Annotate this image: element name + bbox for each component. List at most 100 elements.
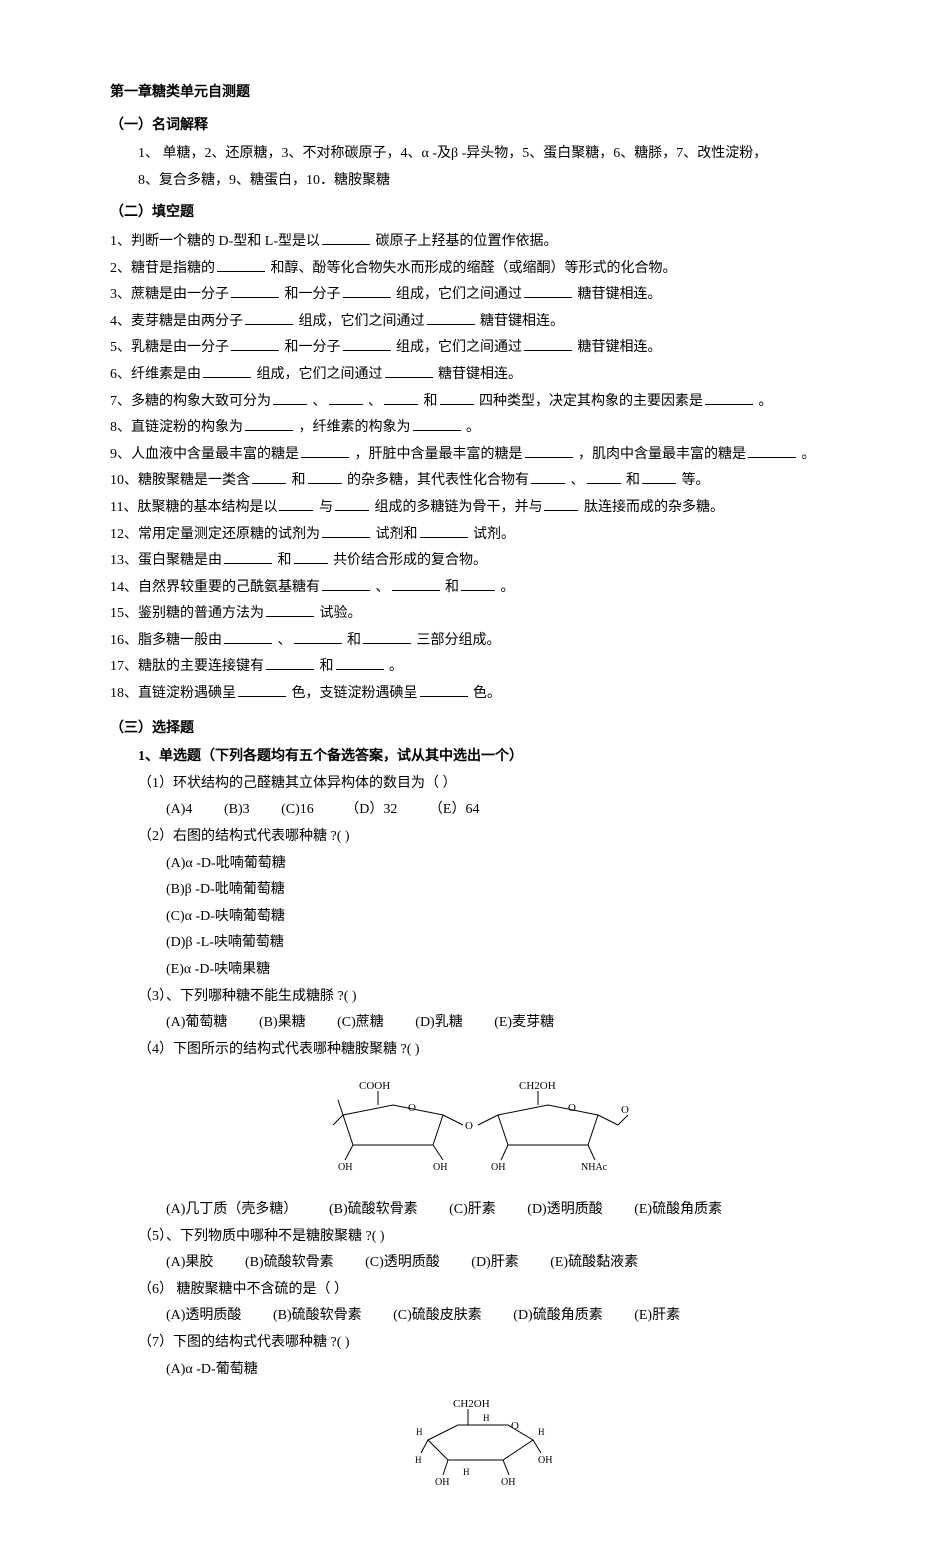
q5-d: 糖苷键相连。 <box>578 340 662 355</box>
mc-q4-a: (A)几丁质（壳多糖） <box>166 1202 297 1217</box>
q10-d: 、 <box>571 473 585 488</box>
q2-a: 2、糖苷是指糖的 <box>110 261 215 276</box>
chapter-title: 第一章糖类单元自测题 <box>110 80 835 107</box>
q17-a: 17、糖肽的主要连接键有 <box>110 659 264 674</box>
fig2-oh1: OH <box>435 1477 449 1488</box>
fig2-h1: H <box>415 1455 422 1465</box>
mc-q5-b: (B)硫酸软骨素 <box>245 1255 334 1270</box>
q7-b: 、 <box>313 394 327 409</box>
q18-a: 18、直链淀粉遇碘呈 <box>110 686 236 701</box>
q11-c: 组成的多糖链为骨干，并与 <box>374 500 542 515</box>
q5-c: 组成，它们之间通过 <box>396 340 522 355</box>
fig2-oh2: OH <box>501 1477 515 1488</box>
q7-a: 7、多糖的构象大致可分为 <box>110 394 271 409</box>
q13-c: 共价结合形成的复合物。 <box>333 553 487 568</box>
fig2-ch2oh: CH2OH <box>453 1398 490 1410</box>
mc-q3-b: (B)果糖 <box>259 1015 306 1030</box>
q18-b: 色，支链淀粉遇碘呈 <box>292 686 418 701</box>
mc-q4-b: (B)硫酸软骨素 <box>329 1202 418 1217</box>
mc-q2-d: (D)β -L-呋喃葡萄糖 <box>110 930 835 957</box>
q13-a: 13、蛋白聚糖是由 <box>110 553 222 568</box>
fill-q1: 1、判断一个糖的 D-型和 L-型是以 碳原子上羟基的位置作依据。 <box>110 229 835 256</box>
q10-a: 10、糖胺聚糖是一类含 <box>110 473 250 488</box>
section-2-heading: （二）填空题 <box>110 200 835 227</box>
mc-q1-e: （E）64 <box>429 802 480 817</box>
q17-b: 和 <box>320 659 334 674</box>
fill-q9: 9、人血液中含量最丰富的糖是 ，肝脏中含量最丰富的糖是 ，肌肉中含量最丰富的糖是… <box>110 442 835 469</box>
mc-q6-a: (A)透明质酸 <box>166 1308 241 1323</box>
q9-a: 9、人血液中含量最丰富的糖是 <box>110 447 299 462</box>
q11-a: 11、肽聚糖的基本结构是以 <box>110 500 277 515</box>
q10-e: 和 <box>626 473 640 488</box>
q4-c: 糖苷键相连。 <box>480 314 564 329</box>
mc-q4-c: (C)肝素 <box>449 1202 496 1217</box>
fill-q13: 13、蛋白聚糖是由 和 共价结合形成的复合物。 <box>110 548 835 575</box>
q6-b: 组成，它们之间通过 <box>257 367 383 382</box>
q9-c: ，肌肉中含量最丰富的糖是 <box>578 447 746 462</box>
chem-figure-2: CH2OH O H H OH H OH OH H H <box>110 1395 835 1501</box>
q1-b: 碳原子上羟基的位置作依据。 <box>376 234 558 249</box>
fill-q4: 4、麦芽糖是由两分子 组成，它们之间通过 糖苷键相连。 <box>110 309 835 336</box>
q3-a: 3、蔗糖是由一分子 <box>110 287 229 302</box>
q8-c: 。 <box>466 420 480 435</box>
q17-c: 。 <box>389 659 403 674</box>
q15-b: 试验。 <box>320 606 362 621</box>
q4-a: 4、麦芽糖是由两分子 <box>110 314 243 329</box>
fig1-o2: O <box>465 1120 473 1132</box>
q9-b: ，肝脏中含量最丰富的糖是 <box>355 447 523 462</box>
fill-q8: 8、直链淀粉的构象为 ，纤维素的构象为 。 <box>110 415 835 442</box>
fig1-o3: O <box>568 1102 576 1114</box>
q12-a: 12、常用定量测定还原糖的试剂为 <box>110 527 320 542</box>
fill-q11: 11、肽聚糖的基本结构是以 与 组成的多糖链为骨干，并与 肽连接而成的杂多糖。 <box>110 495 835 522</box>
mc-q3-a: (A)葡萄糖 <box>166 1015 227 1030</box>
q8-b: ，纤维素的构象为 <box>299 420 411 435</box>
mc-q2-a: (A)α -D-吡喃葡萄糖 <box>110 851 835 878</box>
fill-q15: 15、鉴别糖的普通方法为 试验。 <box>110 601 835 628</box>
fill-q5: 5、乳糖是由一分子 和一分子 组成，它们之间通过 糖苷键相连。 <box>110 335 835 362</box>
fig2-o: O <box>511 1420 519 1432</box>
mc-q5-options: (A)果胶 (B)硫酸软骨素 (C)透明质酸 (D)肝素 (E)硫酸黏液素 <box>110 1250 835 1277</box>
fig1-o1: O <box>408 1102 416 1114</box>
fig1-oh3: OH <box>491 1162 505 1173</box>
q7-e: 四种类型，决定其构象的主要因素是 <box>479 394 703 409</box>
sec1-line1: 1、 单糖，2、还原糖，3、不对称碳原子，4、α -及β -异头物，5、蛋白聚糖… <box>110 141 835 168</box>
fig2-h2: H <box>463 1467 470 1477</box>
q15-a: 15、鉴别糖的普通方法为 <box>110 606 264 621</box>
q14-c: 和 <box>445 580 459 595</box>
fig1-ch2oh: CH2OH <box>519 1080 556 1092</box>
q14-b: 、 <box>376 580 390 595</box>
mc-q6-d: (D)硫酸角质素 <box>513 1308 602 1323</box>
fill-q7: 7、多糖的构象大致可分为 、 、 和 四种类型，决定其构象的主要因素是 。 <box>110 389 835 416</box>
mc-q3-stem: （3）、下列哪种糖不能生成糖脎 ?( ) <box>110 984 835 1011</box>
mc-q7-a: (A)α -D-葡萄糖 <box>110 1357 835 1384</box>
fill-q10: 10、糖胺聚糖是一类含 和 的杂多糖，其代表性化合物有 、 和 等。 <box>110 468 835 495</box>
q5-b: 和一分子 <box>285 340 341 355</box>
fig2-oh3: OH <box>538 1455 552 1466</box>
q12-c: 试剂。 <box>473 527 515 542</box>
q11-b: 与 <box>319 500 333 515</box>
mc-q6-b: (B)硫酸软骨素 <box>273 1308 362 1323</box>
section-1-heading: （一）名词解释 <box>110 113 835 140</box>
fill-q6: 6、纤维素是由 组成，它们之间通过 糖苷键相连。 <box>110 362 835 389</box>
fig1-nhac: NHAc <box>581 1162 608 1173</box>
mc-q1-b: (B)3 <box>224 802 250 817</box>
mc-q1-stem: （1）环状结构的己醛糖其立体异构体的数目为（ ） <box>110 771 835 798</box>
fig2-h3: H <box>538 1427 545 1437</box>
q16-d: 三部分组成。 <box>417 633 501 648</box>
q10-c: 的杂多糖，其代表性化合物有 <box>347 473 529 488</box>
q11-d: 肽连接而成的杂多糖。 <box>584 500 724 515</box>
section-3-heading: （三）选择题 <box>110 716 835 743</box>
mc-q3-options: (A)葡萄糖 (B)果糖 (C)蔗糖 (D)乳糖 (E)麦芽糖 <box>110 1010 835 1037</box>
q14-a: 14、自然界较重要的己酰氨基糖有 <box>110 580 320 595</box>
fill-q17: 17、糖肽的主要连接键有 和 。 <box>110 654 835 681</box>
mc-q6-stem: （6） 糖胺聚糖中不含硫的是（ ） <box>110 1277 835 1304</box>
sec1-line2: 8、复合多糖，9、糖蛋白，10．糖胺聚糖 <box>110 168 835 195</box>
q13-b: 和 <box>278 553 292 568</box>
q10-b: 和 <box>292 473 306 488</box>
mc-q2-stem: （2）右图的结构式代表哪种糖 ?( ) <box>110 824 835 851</box>
q6-c: 糖苷键相连。 <box>438 367 522 382</box>
mc-q5-a: (A)果胶 <box>166 1255 213 1270</box>
q18-c: 色。 <box>473 686 501 701</box>
q5-a: 5、乳糖是由一分子 <box>110 340 229 355</box>
q10-f: 等。 <box>682 473 710 488</box>
